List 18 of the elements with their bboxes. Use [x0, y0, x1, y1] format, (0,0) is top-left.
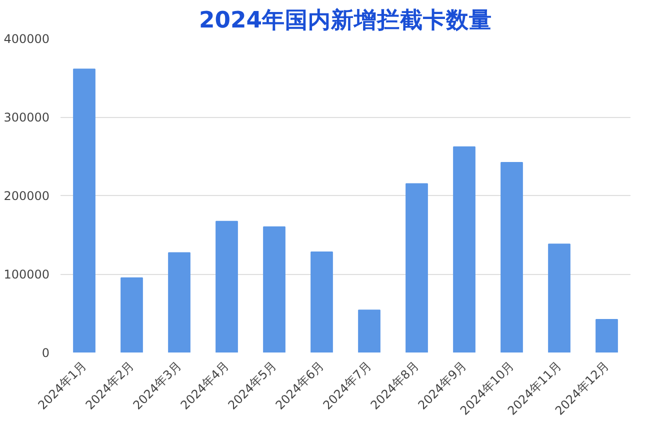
bar: [500, 162, 523, 352]
bar: [263, 226, 286, 352]
bar: [358, 310, 380, 352]
bar: [453, 146, 476, 352]
y-tick-label: 400000: [4, 32, 50, 46]
bar: [310, 252, 333, 352]
bar: [73, 68, 96, 352]
bar: [548, 244, 570, 352]
y-tick-label: 200000: [4, 189, 50, 203]
y-tick-label: 300000: [4, 110, 50, 124]
bar: [406, 183, 428, 352]
bar: [168, 252, 190, 352]
y-tick-label: 100000: [4, 268, 50, 282]
chart-title: 2024年国内新增拦截卡数量: [198, 6, 492, 34]
bar: [216, 220, 238, 352]
y-tick-label: 0: [42, 346, 50, 360]
bar: [120, 277, 143, 352]
bar: [596, 319, 618, 352]
